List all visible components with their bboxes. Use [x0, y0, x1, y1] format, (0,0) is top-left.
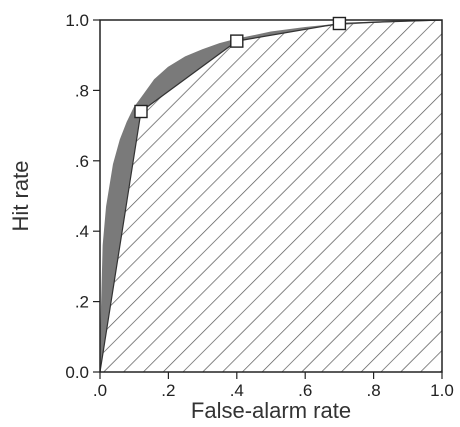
marker-square-2	[230, 34, 244, 48]
x-tick-label-4: .6	[298, 381, 312, 400]
marker-square-1	[134, 104, 148, 119]
area-under-linear-roc	[100, 20, 442, 372]
y-tick-label-3: .4	[75, 222, 89, 241]
x-tick-label-5: .8	[367, 381, 381, 400]
plot-area	[100, 20, 442, 372]
marker-square-3	[332, 16, 347, 31]
y-tick-label-6: 1.0	[65, 11, 89, 30]
x-tick-label-1: .0	[93, 381, 107, 400]
plot-frame	[99, 19, 443, 373]
y-axis-label: Hit rate	[8, 161, 33, 232]
x-axis-ticks: .0 .2 .4 .6 .8 1.0	[93, 372, 454, 400]
data-markers	[134, 16, 347, 119]
y-tick-label-4: .6	[75, 152, 89, 171]
x-tick-label-6: 1.0	[430, 381, 454, 400]
y-tick-label-2: .2	[75, 293, 89, 312]
x-tick-label-2: .2	[161, 381, 175, 400]
x-tick-label-3: .4	[230, 381, 244, 400]
y-tick-label-1: 0.0	[65, 363, 89, 382]
y-tick-label-5: .8	[75, 81, 89, 100]
y-axis-ticks: 0.0 .2 .4 .6 .8 1.0	[65, 11, 100, 382]
x-axis-label: False-alarm rate	[191, 398, 351, 423]
